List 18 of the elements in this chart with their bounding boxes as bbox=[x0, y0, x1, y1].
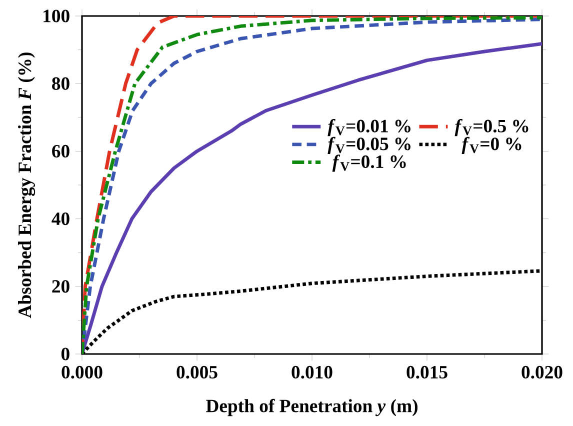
y-tick-label: 100 bbox=[44, 10, 70, 22]
x-tick-label: 0.000 bbox=[62, 366, 102, 379]
legend-label: f$_{V}$=0.05 % bbox=[328, 136, 410, 154]
y-tick-label: 80 bbox=[52, 77, 70, 90]
legend-label: f$_{V}$=0.1 % bbox=[332, 154, 406, 172]
y-tick-label: 60 bbox=[52, 144, 70, 158]
y-tick-label: 40 bbox=[52, 212, 70, 226]
legend-label: f$_{V}$=0.5 % bbox=[454, 119, 528, 136]
legend-label: f$_{V}$=0 % bbox=[462, 136, 522, 154]
x-tick-label: 0.015 bbox=[406, 366, 448, 379]
x-tick-label: 0.010 bbox=[292, 366, 332, 379]
y-tick-label: 0 bbox=[61, 348, 70, 360]
x-tick-label: 0.005 bbox=[176, 366, 218, 379]
x-tick-label: 0.020 bbox=[522, 366, 562, 379]
y-axis-title: Absorbed Energy Fraction F (%) bbox=[18, 52, 36, 318]
legend-label: f$_{V}$=0.01 % bbox=[328, 119, 410, 136]
y-tick-label: 20 bbox=[52, 280, 70, 293]
x-axis-title: Depth of Penetration y (m) bbox=[206, 398, 418, 416]
